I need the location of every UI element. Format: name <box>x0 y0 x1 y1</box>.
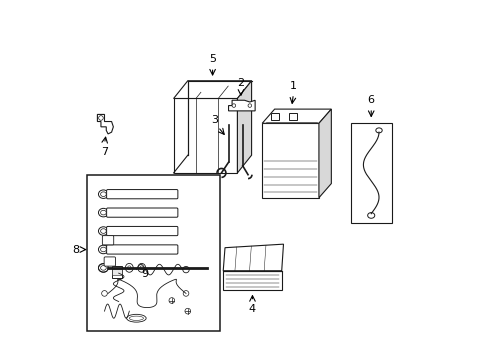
Ellipse shape <box>375 128 382 133</box>
Bar <box>86 175 219 330</box>
Ellipse shape <box>101 266 106 270</box>
Ellipse shape <box>98 245 108 254</box>
Ellipse shape <box>98 208 108 217</box>
Bar <box>111 269 121 275</box>
Polygon shape <box>97 114 113 134</box>
FancyBboxPatch shape <box>102 236 114 245</box>
Polygon shape <box>237 81 251 173</box>
Ellipse shape <box>169 298 174 303</box>
Text: 5: 5 <box>209 54 216 64</box>
Polygon shape <box>262 109 331 123</box>
Ellipse shape <box>367 213 374 218</box>
Ellipse shape <box>99 116 103 120</box>
Bar <box>111 266 121 278</box>
Text: 9: 9 <box>142 269 148 279</box>
Ellipse shape <box>125 264 133 272</box>
Polygon shape <box>228 100 255 111</box>
Polygon shape <box>318 109 331 198</box>
Bar <box>173 99 237 173</box>
Ellipse shape <box>126 314 146 322</box>
FancyBboxPatch shape <box>104 257 115 266</box>
Text: 6: 6 <box>367 95 374 105</box>
Polygon shape <box>223 244 283 271</box>
Polygon shape <box>173 81 251 99</box>
Ellipse shape <box>138 264 145 272</box>
Ellipse shape <box>184 308 190 314</box>
Ellipse shape <box>183 266 189 273</box>
Text: 7: 7 <box>101 147 108 157</box>
Ellipse shape <box>101 210 106 215</box>
Text: 8: 8 <box>72 244 79 255</box>
Bar <box>223 271 281 290</box>
Ellipse shape <box>127 266 131 270</box>
Ellipse shape <box>102 291 107 296</box>
Text: 2: 2 <box>237 77 244 87</box>
Ellipse shape <box>101 229 106 233</box>
FancyBboxPatch shape <box>106 245 178 254</box>
Ellipse shape <box>247 104 251 107</box>
Bar <box>270 113 278 120</box>
Ellipse shape <box>101 247 106 252</box>
Text: 4: 4 <box>248 304 256 314</box>
Ellipse shape <box>232 104 235 107</box>
Bar <box>350 123 391 222</box>
Bar <box>288 113 296 120</box>
Text: 1: 1 <box>289 81 296 91</box>
Ellipse shape <box>183 291 188 296</box>
Ellipse shape <box>98 227 108 235</box>
Ellipse shape <box>140 266 143 270</box>
Ellipse shape <box>98 190 108 198</box>
Ellipse shape <box>129 316 143 320</box>
Ellipse shape <box>101 192 106 197</box>
Bar <box>262 123 318 198</box>
FancyBboxPatch shape <box>106 190 178 199</box>
Text: 3: 3 <box>210 115 218 125</box>
Ellipse shape <box>98 264 108 272</box>
FancyBboxPatch shape <box>106 226 178 236</box>
FancyBboxPatch shape <box>106 208 178 217</box>
